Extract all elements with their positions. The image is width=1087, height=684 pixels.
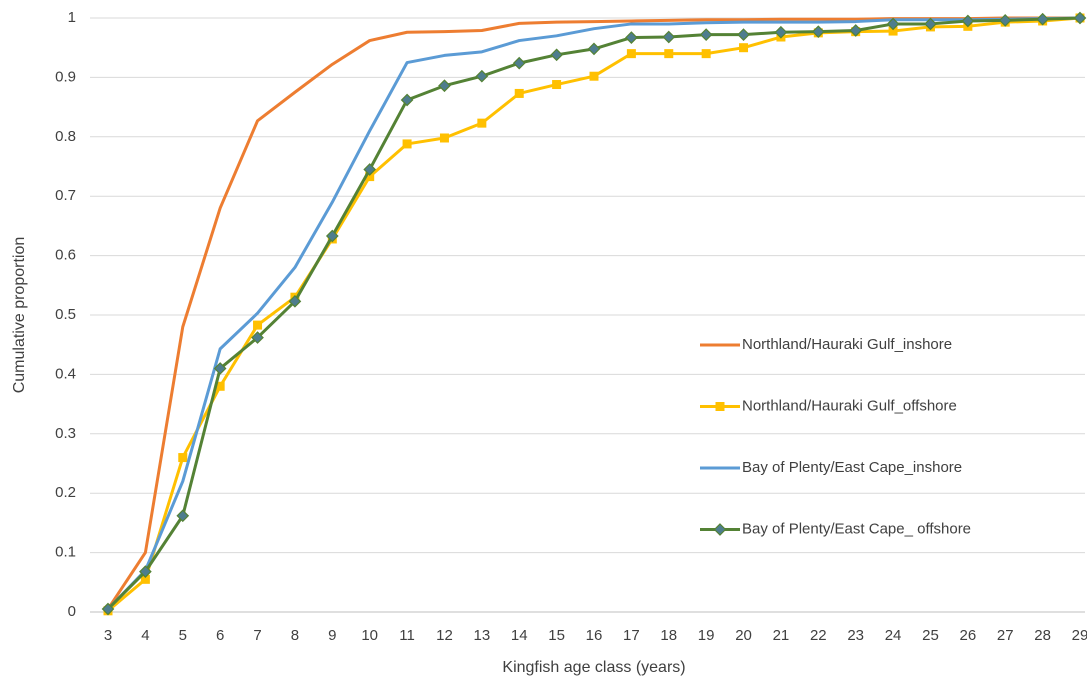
x-tick-label: 13	[474, 627, 491, 644]
marker	[178, 453, 188, 463]
x-tick-label: 18	[660, 627, 677, 644]
marker	[739, 43, 749, 53]
legend-label: Bay of Plenty/East Cape_ offshore	[742, 520, 971, 537]
marker	[365, 172, 375, 182]
x-tick-label: 5	[179, 627, 187, 644]
marker	[402, 139, 412, 149]
x-tick-label: 23	[847, 627, 864, 644]
x-tick-label: 19	[698, 627, 715, 644]
marker	[514, 88, 524, 98]
legend-marker	[715, 402, 725, 411]
legend-label: Northland/Hauraki Gulf_offshore	[742, 397, 957, 414]
marker	[251, 331, 264, 344]
marker	[1036, 12, 1049, 26]
marker	[552, 80, 562, 90]
x-tick-label: 6	[216, 627, 224, 644]
y-tick-label: 0.2	[55, 484, 76, 501]
x-tick-label: 15	[548, 627, 565, 644]
x-tick-label: 11	[399, 627, 415, 644]
marker	[849, 24, 863, 37]
x-tick-label: 17	[623, 627, 640, 644]
marker	[101, 602, 115, 616]
marker	[589, 71, 599, 81]
marker	[737, 28, 750, 41]
x-tick-label: 22	[810, 627, 827, 644]
x-tick-label: 28	[1034, 627, 1051, 644]
y-tick-label: 1	[68, 9, 76, 26]
marker	[550, 48, 563, 62]
y-tick-label: 0.1	[55, 544, 76, 561]
y-tick-label: 0.6	[55, 247, 76, 264]
y-tick-label: 0.3	[55, 425, 76, 442]
marker	[924, 17, 937, 31]
marker	[626, 49, 636, 59]
marker	[699, 28, 713, 41]
y-tick-label: 0.8	[55, 128, 76, 145]
legend-label: Northland/Hauraki Gulf_inshore	[742, 336, 952, 353]
legend-marker	[713, 523, 727, 536]
marker	[662, 30, 676, 44]
marker	[664, 49, 674, 59]
x-tick-label: 16	[586, 627, 603, 644]
marker	[886, 17, 900, 31]
x-tick-label: 25	[922, 627, 939, 644]
y-tick-label: 0	[68, 603, 76, 620]
y-tick-label: 0.5	[55, 306, 76, 323]
marker	[774, 25, 788, 39]
marker	[961, 14, 975, 28]
x-tick-label: 20	[735, 627, 752, 644]
marker	[140, 574, 150, 584]
x-tick-label: 27	[997, 627, 1014, 644]
marker	[438, 79, 451, 93]
x-tick-label: 3	[104, 627, 112, 644]
y-tick-label: 0.7	[55, 187, 76, 204]
x-tick-label: 8	[291, 627, 299, 644]
marker	[139, 565, 152, 578]
series-line	[106, 16, 1081, 611]
marker	[325, 229, 339, 243]
marker	[363, 163, 377, 176]
legend-label: Bay of Plenty/East Cape_inshore	[742, 459, 962, 476]
y-tick-label: 0.9	[55, 68, 76, 85]
marker	[475, 69, 489, 83]
x-tick-label: 24	[885, 627, 902, 644]
marker	[888, 26, 898, 36]
marker	[215, 381, 225, 391]
marker	[213, 362, 227, 375]
x-axis-title: Kingfish age class (years)	[502, 659, 685, 676]
x-tick-label: 9	[328, 627, 336, 644]
marker	[439, 133, 449, 143]
marker	[176, 509, 190, 523]
marker	[587, 42, 601, 56]
marker	[288, 294, 302, 308]
x-tick-label: 14	[511, 627, 528, 644]
marker	[253, 320, 263, 330]
y-axis-title: Cumulative proportion	[11, 237, 28, 394]
marker	[512, 56, 526, 70]
marker	[400, 93, 414, 107]
x-tick-label: 21	[773, 627, 790, 644]
x-tick-label: 26	[960, 627, 977, 644]
x-tick-label: 10	[361, 627, 378, 644]
x-tick-label: 4	[141, 627, 149, 644]
x-tick-label: 29	[1072, 627, 1087, 644]
marker	[1073, 11, 1087, 25]
marker	[998, 14, 1012, 27]
x-tick-label: 7	[253, 627, 261, 644]
y-tick-label: 0.4	[55, 365, 76, 382]
marker	[477, 118, 487, 128]
marker	[625, 31, 638, 44]
marker	[811, 25, 825, 39]
marker	[701, 49, 711, 59]
x-tick-label: 12	[436, 627, 453, 644]
